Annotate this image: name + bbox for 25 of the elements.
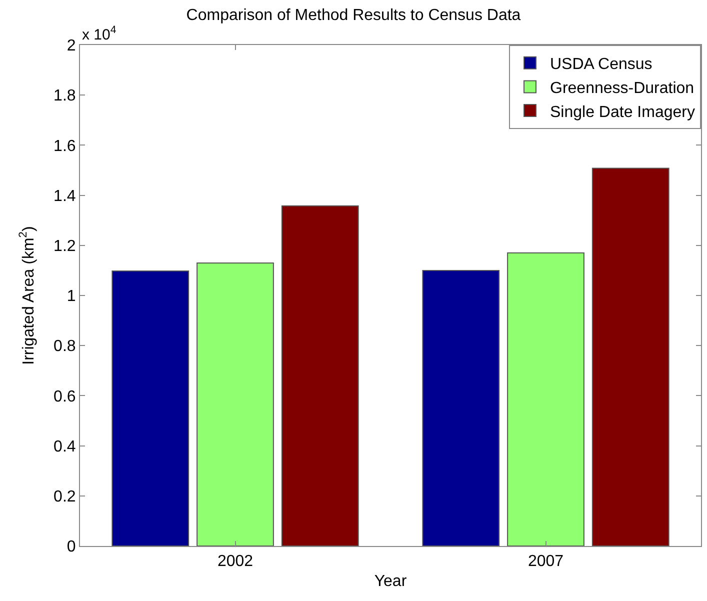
legend-label: USDA Census bbox=[550, 56, 652, 74]
x-tick-label: 2002 bbox=[217, 553, 254, 570]
x-tick-label: 2007 bbox=[528, 553, 564, 570]
bar bbox=[507, 252, 584, 546]
y-tick-label: 0.6 bbox=[54, 388, 76, 406]
y-tick-label: 2 bbox=[66, 38, 76, 55]
y-tick-label: 0 bbox=[66, 538, 76, 556]
y-tick-label: 1.6 bbox=[54, 138, 76, 155]
y-tick-label: 1 bbox=[66, 288, 76, 306]
bar bbox=[281, 205, 359, 546]
y-tick-label: 0.8 bbox=[54, 338, 76, 356]
bar bbox=[592, 168, 670, 546]
x-axis-title: Year bbox=[374, 572, 408, 590]
y-tick-label: 0.2 bbox=[54, 488, 76, 506]
text: x 10$^{4}$ bbox=[82, 24, 116, 44]
bar bbox=[112, 270, 190, 546]
y-tick-label: 1.2 bbox=[54, 238, 76, 255]
y-tick-label: 0.4 bbox=[54, 438, 76, 456]
bar bbox=[422, 270, 500, 546]
legend-label: Single Date Imagery bbox=[550, 104, 695, 121]
bar bbox=[196, 262, 274, 546]
chart-title: Comparison of Method Results to Census Data bbox=[186, 7, 521, 24]
legend-label: Greenness-Duration bbox=[550, 80, 694, 97]
y-tick-label: 1.8 bbox=[54, 88, 76, 105]
y-tick-label: 1.4 bbox=[54, 188, 76, 205]
